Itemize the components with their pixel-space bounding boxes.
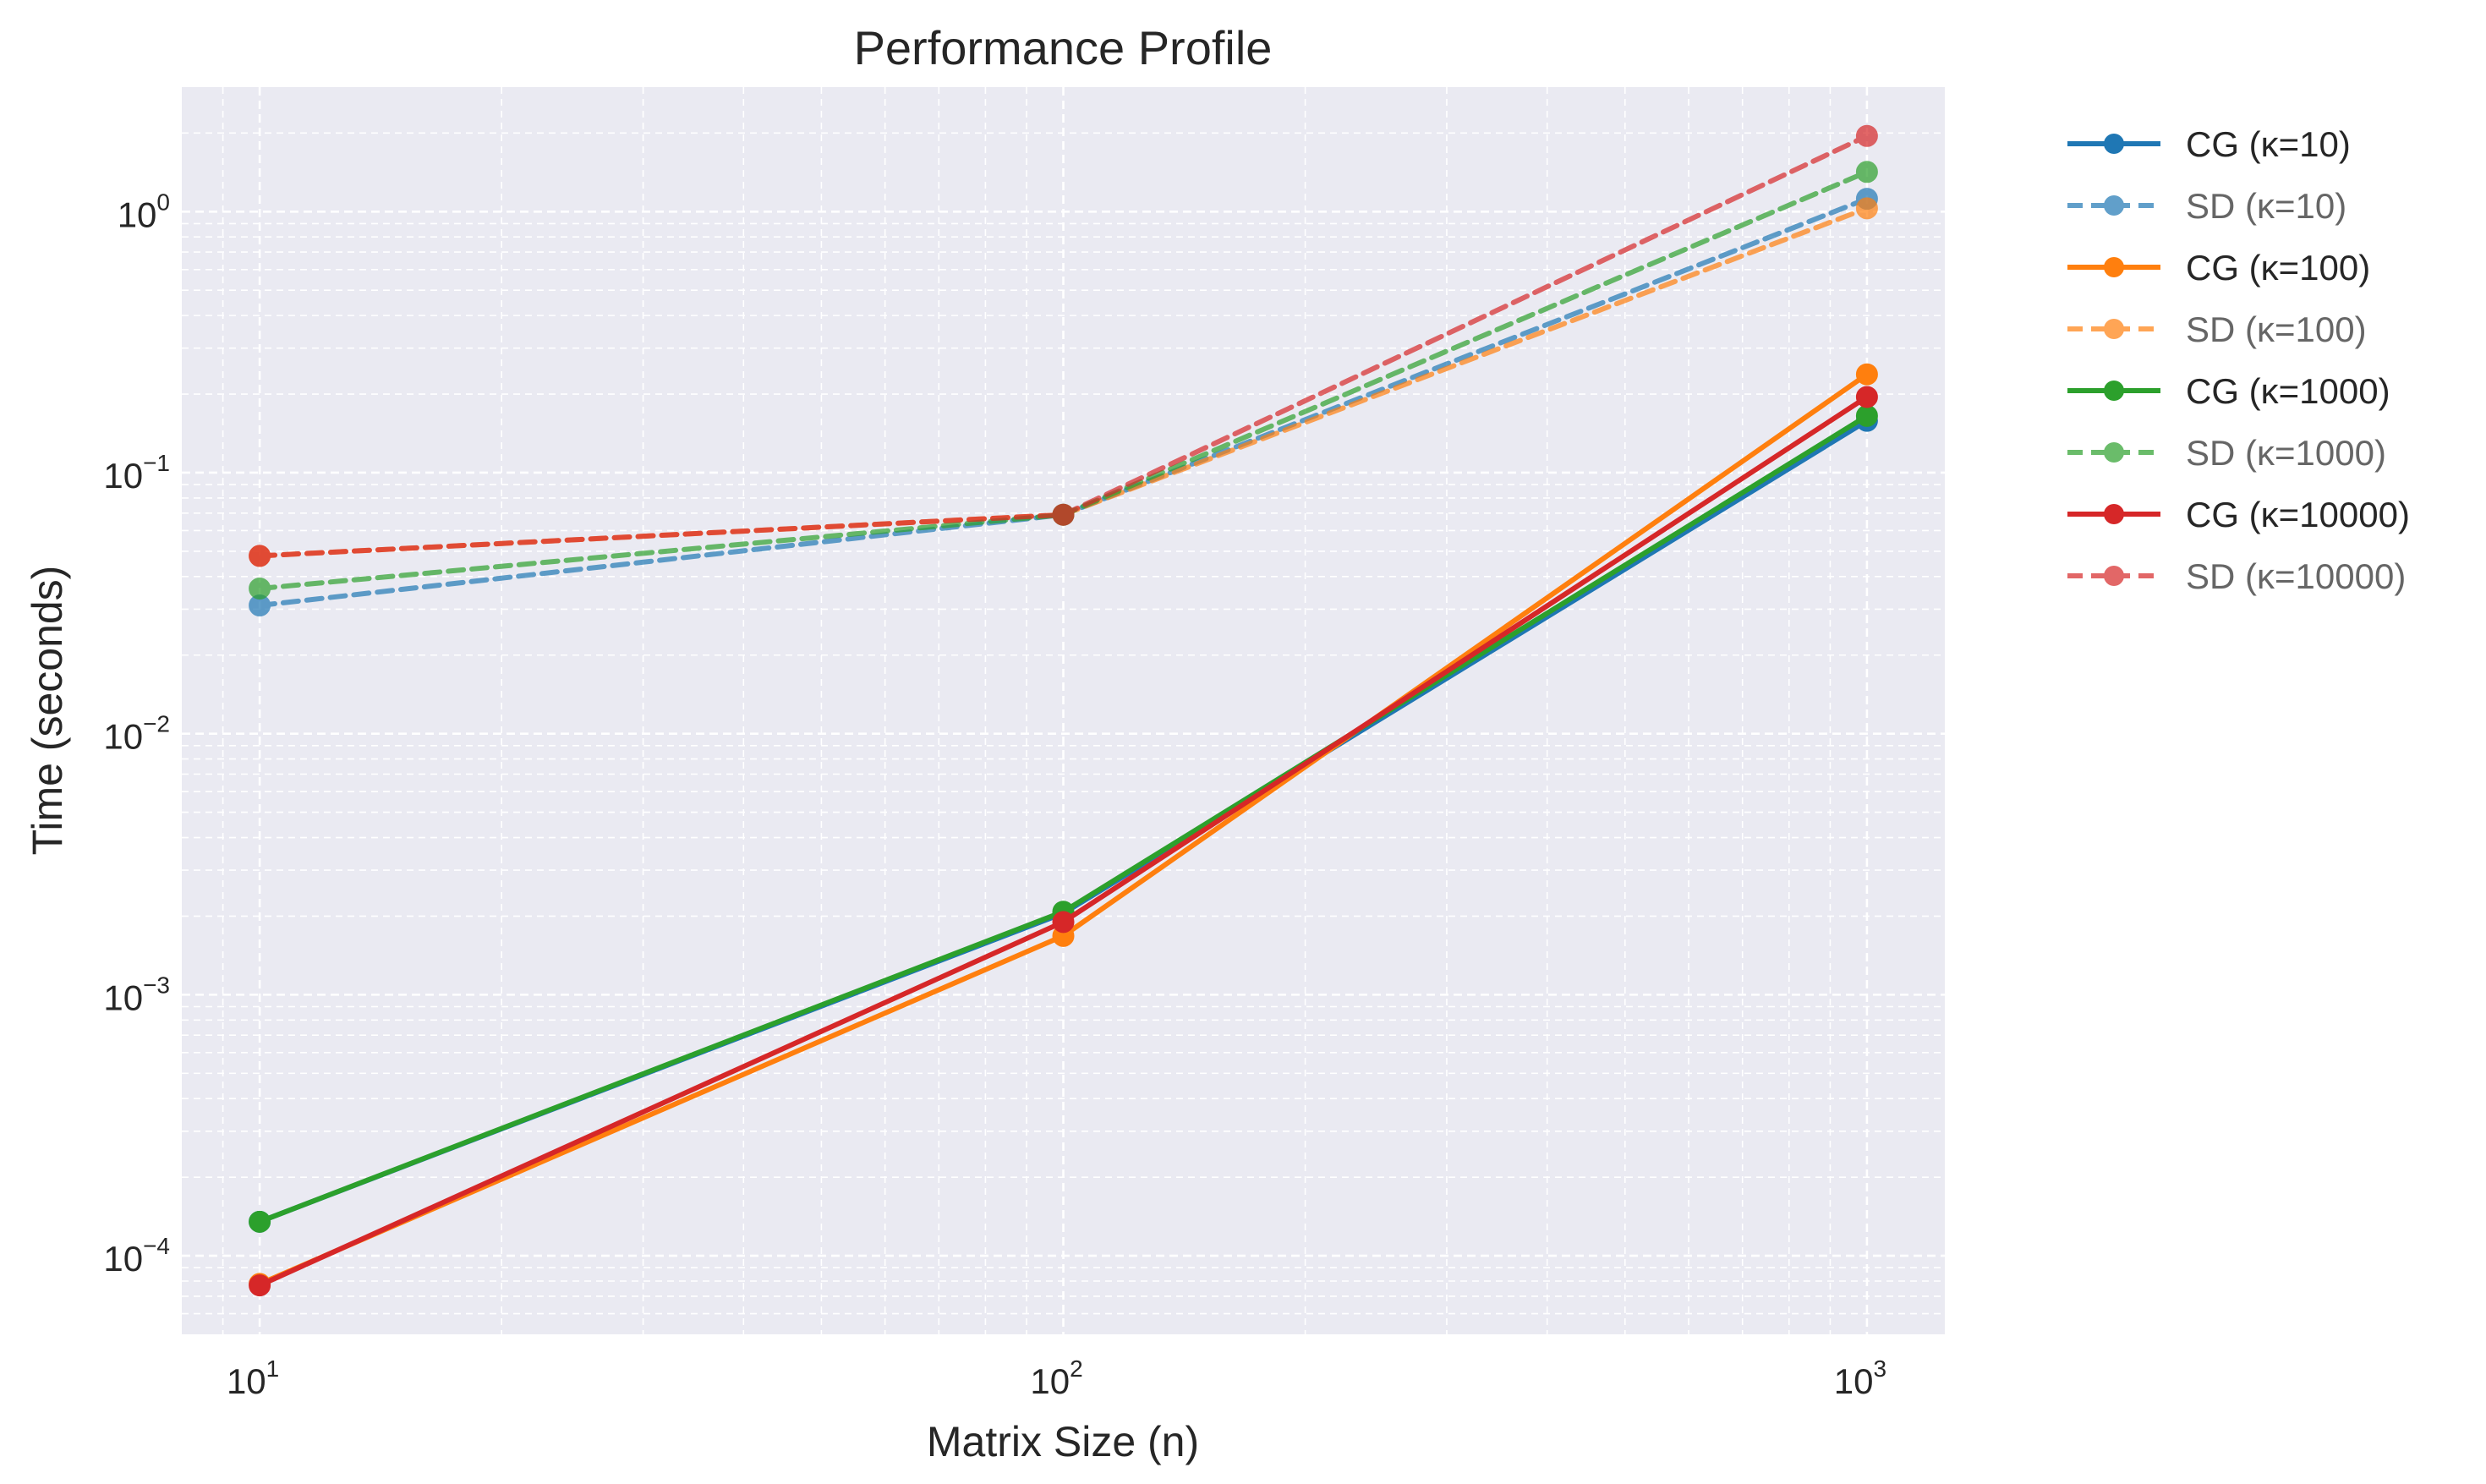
data-point <box>1855 161 1878 183</box>
data-point <box>1855 124 1878 147</box>
legend-entry: SD (κ=10000) <box>2067 556 2406 596</box>
legend-entry: CG (κ=1000) <box>2067 371 2390 411</box>
chart-title: Performance Profile <box>854 21 1273 74</box>
x-axis-label: Matrix Size (n) <box>927 1418 1199 1465</box>
y-tick-label: 100 <box>118 189 170 234</box>
y-tick-label: 10−3 <box>103 972 170 1017</box>
legend-marker <box>2104 134 2124 154</box>
legend-entry: CG (κ=10000) <box>2067 495 2410 534</box>
legend-label: CG (κ=1000) <box>2186 371 2390 411</box>
data-point <box>1052 503 1075 526</box>
legend-label: SD (κ=100) <box>2186 309 2367 349</box>
data-point <box>1052 911 1075 934</box>
y-tick-labels: 10−4 10−3 10−2 10−1 100 <box>103 189 170 1279</box>
legend-marker <box>2104 195 2124 216</box>
series-cg-10000- <box>249 386 1878 1297</box>
legend-marker <box>2104 319 2124 339</box>
y-axis-label: Time (seconds) <box>24 566 71 856</box>
x-tick-labels: 101 102 103 <box>227 1355 1886 1401</box>
data-point <box>1855 404 1878 427</box>
legend-entry: CG (κ=10) <box>2067 124 2351 164</box>
legend-label: CG (κ=10) <box>2186 124 2351 164</box>
data-point <box>249 577 271 600</box>
legend-label: SD (κ=10000) <box>2186 556 2406 596</box>
x-tick-label: 101 <box>227 1355 279 1401</box>
x-tick-label: 103 <box>1834 1355 1886 1401</box>
data-point <box>1855 197 1878 220</box>
legend-marker <box>2104 504 2124 524</box>
legend-marker <box>2104 566 2124 586</box>
legend-label: CG (κ=100) <box>2186 248 2370 287</box>
legend-entry: SD (κ=10) <box>2067 186 2346 226</box>
y-tick-label: 10−1 <box>103 450 170 496</box>
legend-label: SD (κ=10) <box>2186 186 2346 226</box>
legend-entry: SD (κ=100) <box>2067 309 2367 349</box>
y-tick-label: 10−2 <box>103 711 170 757</box>
data-point <box>1855 386 1878 408</box>
data-point <box>249 1274 271 1297</box>
y-tick-label: 10−4 <box>103 1233 170 1279</box>
legend-label: CG (κ=10000) <box>2186 495 2410 534</box>
legend-marker <box>2104 257 2124 277</box>
data-point <box>249 1210 271 1233</box>
major-grid <box>182 87 1945 1334</box>
legend: CG (κ=10) SD (κ=10) CG (κ=100) SD (κ=100) CG… <box>2067 124 2410 596</box>
legend-marker <box>2104 381 2124 401</box>
data-point <box>249 545 271 567</box>
data-point <box>1855 363 1878 386</box>
series-layer <box>249 124 1878 1297</box>
legend-label: SD (κ=1000) <box>2186 433 2386 473</box>
series-sd-10000- <box>249 124 1878 567</box>
x-tick-label: 102 <box>1030 1355 1082 1401</box>
legend-marker <box>2104 442 2124 463</box>
legend-entry: CG (κ=100) <box>2067 248 2370 287</box>
legend-entry: SD (κ=1000) <box>2067 433 2386 473</box>
